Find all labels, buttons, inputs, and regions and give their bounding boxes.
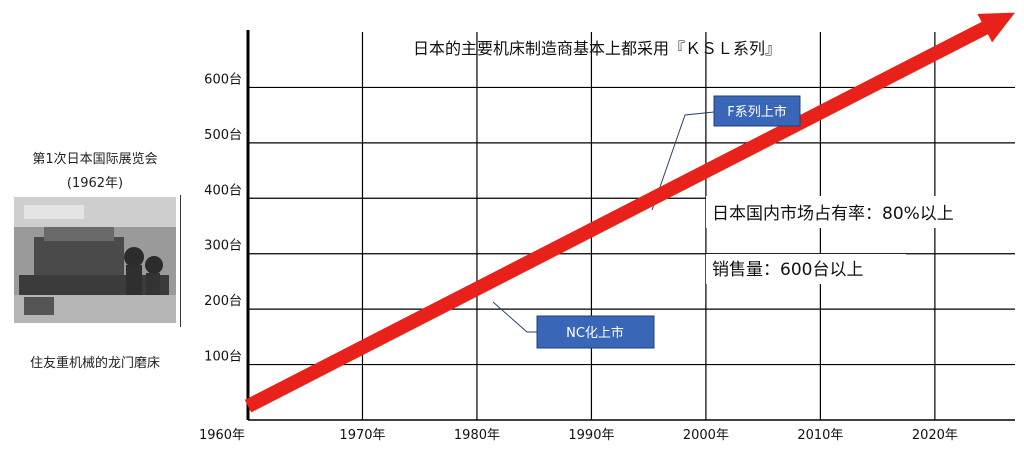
axes [246,30,1015,421]
x-tick-label: 2010年 [797,428,843,443]
chart-title: 日本的主要机床制造商基本上都采用『ＫＳＬ系列』 [413,39,781,58]
f-series-box: F系列上市 [713,95,801,127]
y-tick-label: 500台 [204,128,242,143]
y-tick-label: 600台 [204,72,242,87]
exhibition-year: (1962年) [66,176,124,191]
sales-text: 销售量：600台以上 [712,260,863,280]
x-tick-label: 1980年 [454,428,500,443]
exhibition-title: 第1次日本国际展览会 [32,152,158,167]
x-tick-label: 2020年 [912,428,958,443]
grinding-machine-photo [14,197,176,323]
growth-arrow [244,12,1016,413]
nc-box: NC化上市 [536,315,655,349]
nc-label: NC化上市 [566,325,624,341]
photo-caption: 住友重机械的龙门磨床 [29,356,160,371]
exhibition-panel: 第1次日本国际展览会 (1962年) 住友重机械的龙门磨床 [0,0,200,457]
nc-callout-line [492,301,538,333]
photo-divider [180,195,181,327]
x-tick-label: 1960年 [199,428,245,443]
sales-bg [706,254,906,284]
y-tick-label: 400台 [204,183,242,198]
market-share-bg [706,196,1016,228]
y-tick-label: 100台 [204,350,242,365]
y-tick-label: 300台 [204,239,242,254]
callout-lines [492,111,715,333]
market-share-text: 日本国内市场占有率：80%以上 [712,204,954,224]
growth-arrow-shape [244,12,1016,413]
x-tick-label: 1970年 [339,428,385,443]
y-tick-label: 200台 [204,294,242,309]
y-tick-labels: 100台 200台 300台 400台 500台 600台 [204,72,242,364]
x-tick-label: 1990年 [568,428,614,443]
f-series-callout-line [651,111,715,211]
x-tick-label: 2000年 [683,428,729,443]
f-series-label: F系列上市 [727,104,786,120]
x-tick-labels: 1960年 1970年 1980年 1990年 2000年 2010年 2020年 [199,428,958,443]
